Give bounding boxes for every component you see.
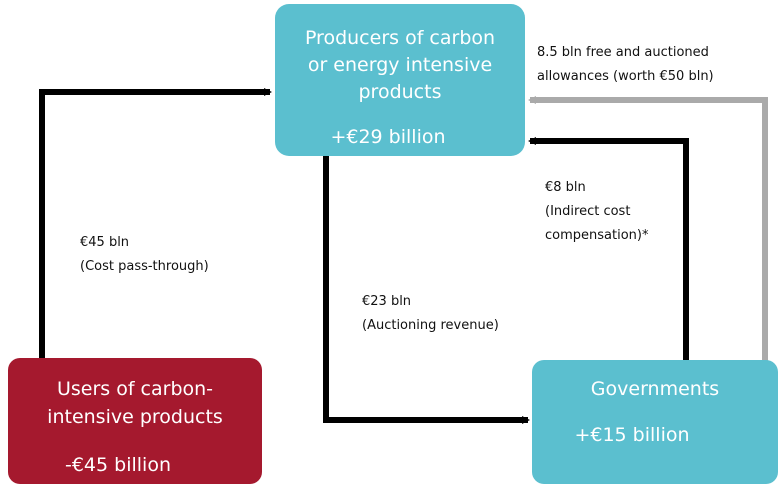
edge-label: (Indirect cost xyxy=(545,204,630,219)
arrow xyxy=(528,96,768,362)
governments-box xyxy=(532,360,778,484)
node-label: products xyxy=(359,81,442,103)
producers-box xyxy=(275,4,525,156)
node-label: Users of carbon- xyxy=(57,378,213,400)
arrow xyxy=(39,88,272,360)
arrow xyxy=(323,150,530,424)
node-value: +€15 billion xyxy=(574,424,689,446)
node-label: Producers of carbon xyxy=(305,27,495,49)
node-value: -€45 billion xyxy=(65,454,171,476)
edge-label: 8.5 bln free and auctioned xyxy=(537,45,709,60)
node-label: Governments xyxy=(591,378,719,400)
edge-label: compensation)* xyxy=(545,228,649,243)
edge-label: (Cost pass-through) xyxy=(80,259,209,274)
node-label: or energy intensive xyxy=(308,54,492,76)
edge-label: €8 bln xyxy=(545,180,586,195)
node-value: +€29 billion xyxy=(330,126,445,148)
node-label: intensive products xyxy=(47,406,223,428)
arrow xyxy=(528,137,689,362)
edge-label: €23 bln xyxy=(362,294,411,309)
edge-label: (Auctioning revenue) xyxy=(362,318,499,333)
users-box xyxy=(8,358,262,484)
edge-label: allowances (worth €50 bln) xyxy=(537,69,714,84)
edge-label: €45 bln xyxy=(80,235,129,250)
